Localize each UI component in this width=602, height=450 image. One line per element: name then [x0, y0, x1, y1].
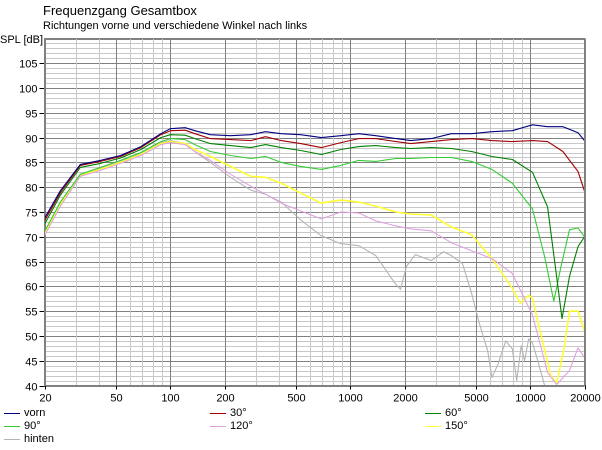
legend-label: 60°	[445, 407, 462, 419]
x-tick-label: 1000	[338, 393, 362, 405]
x-tick-label: 20000	[570, 393, 601, 405]
legend-label: hinten	[24, 433, 54, 445]
x-tick-label: 200	[216, 393, 234, 405]
x-tick-label: 5000	[464, 393, 488, 405]
legend-item: vorn	[4, 407, 45, 420]
series-line-120deg	[44, 142, 585, 386]
y-tick-label: 85	[25, 158, 37, 170]
series-line-hinten	[44, 140, 546, 386]
axes: 40 45 50 55 60 65 70 75 80 85 90 95 100 105 20 50 100 200…	[19, 59, 601, 405]
y-tick-label: 80	[25, 183, 37, 195]
y-tick-label: 60	[25, 282, 37, 294]
x-tick-label: 10000	[515, 393, 546, 405]
chart-subtitle: Richtungen vorne und verschiedene Winkel…	[43, 20, 308, 32]
legend-label: 150°	[445, 420, 468, 432]
y-tick-label: 75	[25, 208, 37, 220]
y-tick-label: 40	[25, 382, 37, 394]
x-tick-label: 500	[287, 393, 305, 405]
legend-item: 150°	[425, 420, 468, 433]
x-tick-label: 100	[161, 393, 179, 405]
y-tick-label: 100	[19, 84, 37, 96]
x-tick-label: 20	[39, 393, 51, 405]
legend-label: 90°	[24, 420, 41, 432]
x-tick-label: 50	[110, 393, 122, 405]
series-line-90deg	[44, 138, 585, 302]
grid	[44, 38, 586, 387]
series-line-vorn	[44, 124, 585, 219]
legend-swatch	[425, 412, 441, 414]
legend-item: 120°	[210, 420, 253, 433]
y-axis-label: SPL [dB]	[0, 34, 44, 46]
legend-label: 30°	[230, 407, 247, 419]
plot-frame	[44, 38, 585, 386]
series-line-150deg	[44, 140, 585, 385]
chart-title: Frequenzgang Gesamtbox	[43, 3, 197, 18]
y-tick-label: 90	[25, 134, 37, 146]
legend-item: 90°	[4, 420, 41, 433]
legend-swatch	[425, 425, 441, 427]
legend-label: vorn	[24, 407, 46, 419]
legend-item: hinten	[4, 433, 54, 446]
legend-swatch	[4, 438, 20, 440]
legend-swatch	[4, 412, 20, 414]
legend-swatch	[4, 425, 20, 427]
legend-swatch	[210, 425, 226, 427]
legend-item: 30°	[210, 407, 247, 420]
y-tick-label: 45	[25, 357, 37, 369]
legend-item: 60°	[425, 407, 462, 420]
y-tick-label: 70	[25, 233, 37, 245]
x-tick-label: 2000	[393, 393, 417, 405]
y-tick-label: 105	[19, 59, 37, 71]
y-tick-label: 50	[25, 332, 37, 344]
series-line-30deg	[44, 129, 585, 222]
y-tick-label: 65	[25, 258, 37, 270]
y-tick-label: 95	[25, 109, 37, 121]
frequency-response-chart: 40 45 50 55 60 65 70 75 80 85 90 95 100 105 20 50 100 200…	[19, 38, 601, 405]
legend-label: 120°	[230, 420, 253, 432]
series-line-60deg	[44, 134, 585, 320]
y-tick-label: 55	[25, 307, 37, 319]
legend-swatch	[210, 412, 226, 414]
series-lines	[44, 124, 585, 386]
